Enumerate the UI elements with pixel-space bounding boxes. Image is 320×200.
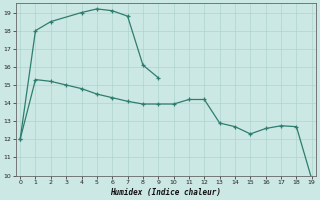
X-axis label: Humidex (Indice chaleur): Humidex (Indice chaleur): [110, 188, 221, 197]
